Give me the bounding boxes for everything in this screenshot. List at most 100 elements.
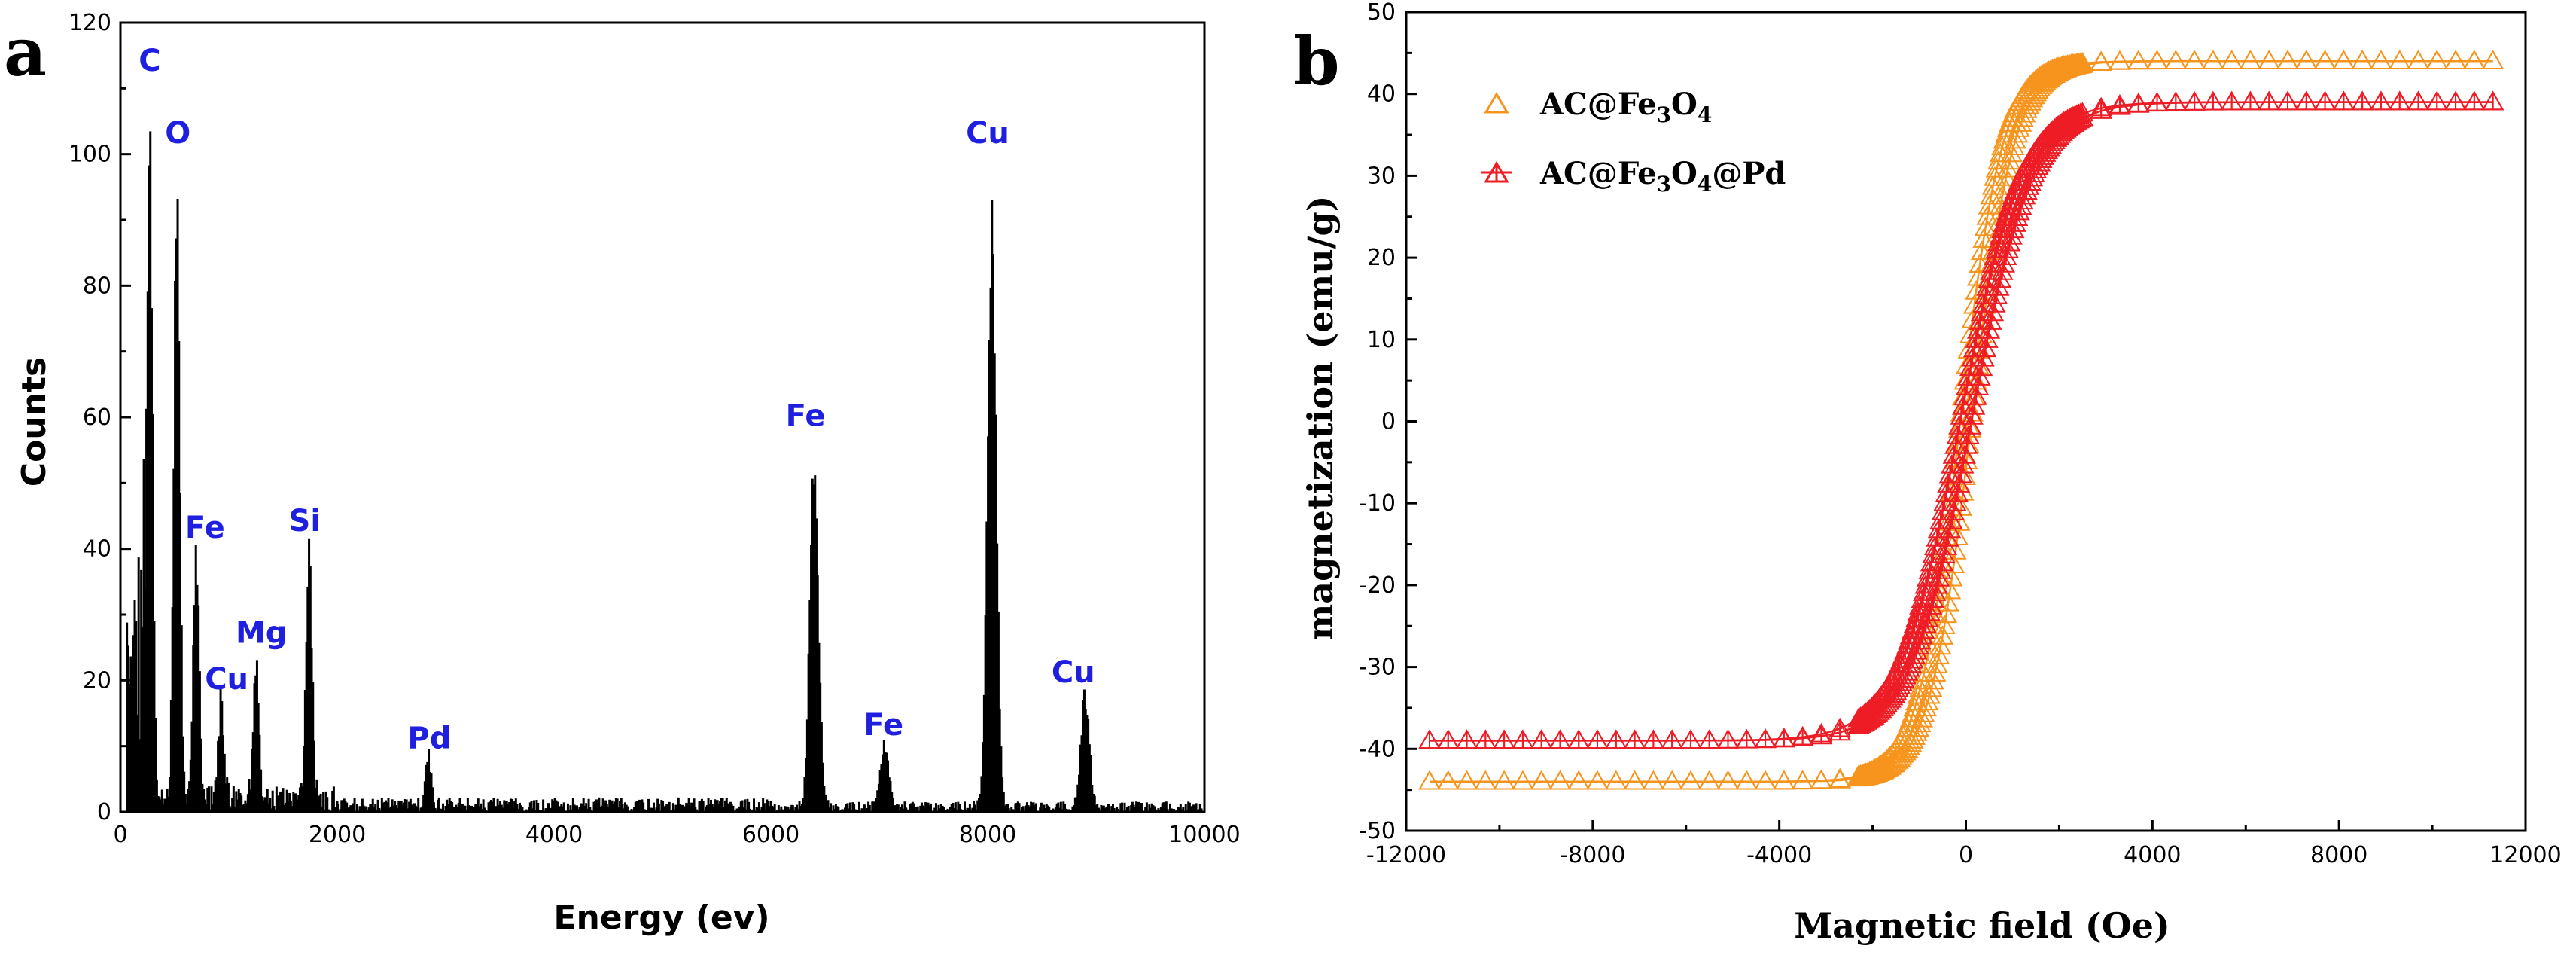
eds-peak-label: Cu — [205, 662, 248, 697]
vsm-x-tick-label: 4000 — [2124, 842, 2181, 868]
legend-2-base: AC@Fe — [1539, 156, 1657, 191]
vsm-data-point — [1948, 511, 1971, 531]
vsm-data-point — [2332, 50, 2355, 69]
vsm-data-point — [2127, 50, 2150, 70]
vsm-data-point — [1933, 615, 1956, 634]
vsm-data-point — [1716, 770, 1740, 790]
vsm-data-point — [1642, 770, 1665, 790]
vsm-data-point — [1623, 770, 1646, 790]
vsm-data-point — [1679, 770, 1702, 790]
eds-spectrum — [126, 131, 1203, 812]
vsm-data-point — [1679, 770, 1702, 790]
vsm-data-point — [1754, 770, 1777, 790]
vsm-data-point — [1980, 185, 2002, 205]
vsm-data-point — [1567, 770, 1590, 790]
vsm-data-point — [2295, 50, 2318, 69]
eds-peak-label: Pd — [407, 721, 451, 755]
vsm-data-point — [1972, 309, 1995, 328]
vsm-data-point — [2258, 50, 2280, 69]
legend: AC@Fe3O4 AC@Fe3O4@Pd — [1481, 87, 1786, 197]
vsm-data-point — [1828, 768, 1851, 789]
vsm-data-point — [1455, 770, 1478, 790]
vsm-data-point — [1918, 635, 1941, 655]
vsm-data-point — [2090, 50, 2112, 71]
vsm-data-point — [1914, 697, 1937, 717]
vsm-data-point — [1962, 294, 1986, 314]
eds-y-tick-label: 40 — [83, 536, 111, 563]
vsm-data-point — [1493, 770, 1515, 790]
vsm-data-point — [1474, 770, 1497, 790]
vsm-data-point — [1883, 752, 1905, 773]
vsm-data-point — [1605, 770, 1628, 790]
vsm-data-point — [1987, 150, 2010, 170]
vsm-data-point — [1642, 770, 1665, 790]
vsm-data-point — [1999, 150, 2021, 170]
vsm-data-point — [1916, 691, 1939, 711]
legend-2-mid: O — [1671, 156, 1698, 191]
eds-plot-frame — [119, 21, 1206, 813]
vsm-data-point — [2276, 50, 2299, 69]
vsm-data-point — [1698, 770, 1721, 790]
vsm-data-point — [1418, 770, 1441, 790]
vsm-data-point — [1978, 194, 2001, 215]
vsm-data-point — [2071, 53, 2094, 73]
eds-chart: 0 2000 4000 6000 8000 10000 0 20 40 60 80 100 120 C O F… — [69, 10, 1241, 848]
vsm-data-point — [2258, 90, 2280, 111]
eds-x-tick-label: 4000 — [525, 822, 583, 848]
vsm-data-point — [1931, 625, 1954, 645]
eds-peak-label: Mg — [236, 616, 287, 651]
vsm-x-tick-label: -4000 — [1746, 842, 1812, 868]
vsm-y-tick-label: 50 — [1367, 0, 1396, 26]
vsm-data-point — [2351, 50, 2374, 69]
vsm-x-tick-label: -12000 — [1366, 842, 1446, 868]
vsm-data-point — [1512, 770, 1534, 790]
vsm-data-point — [1530, 770, 1553, 790]
vsm-data-point — [1961, 309, 1984, 328]
vsm-data-point — [1548, 770, 1572, 790]
vsm-x-tick-label: -8000 — [1560, 842, 1625, 868]
eds-x-axis-label: Energy (ev) — [553, 899, 769, 937]
legend-entry-series-2: AC@Fe3O4@Pd — [1539, 156, 1786, 197]
vsm-data-point — [1974, 216, 1997, 236]
vsm-data-point — [1437, 770, 1460, 790]
vsm-x-tick-label: 8000 — [2310, 842, 2367, 868]
vsm-data-point — [1754, 770, 1777, 790]
vsm-data-point — [2388, 50, 2411, 69]
vsm-data-point — [2164, 50, 2188, 70]
vsm-data-point — [2258, 50, 2280, 69]
eds-x-tick-label: 8000 — [959, 822, 1016, 848]
eds-x-tick-label: 0 — [113, 822, 127, 848]
vsm-data-point — [1586, 770, 1609, 790]
vsm-data-point — [2388, 50, 2411, 69]
legend-1-base: AC@Fe — [1539, 87, 1657, 122]
vsm-data-point — [1791, 770, 1814, 790]
vsm-data-point — [2444, 50, 2467, 69]
eds-x-tick-label: 6000 — [742, 822, 799, 848]
vsm-data-point — [2164, 50, 2188, 70]
vsm-y-tick-label: 30 — [1367, 163, 1396, 189]
vsm-y-tick-label: -50 — [1359, 818, 1396, 844]
vsm-data-point — [2407, 50, 2430, 69]
vsm-data-point — [2332, 50, 2355, 69]
eds-y-tick-label: 80 — [83, 273, 111, 299]
vsm-x-tick-label: 12000 — [2489, 842, 2561, 868]
vsm-data-point — [2239, 50, 2262, 69]
vsm-data-point — [2109, 50, 2131, 70]
vsm-data-point — [2295, 50, 2318, 69]
legend-2-sub2: 4 — [1698, 172, 1712, 197]
vsm-data-point — [2370, 50, 2392, 69]
vsm-data-point — [1605, 770, 1628, 790]
vsm-data-point — [1937, 591, 1959, 612]
legend-1-sub1: 3 — [1657, 102, 1671, 127]
vsm-data-point — [1698, 770, 1721, 790]
vsm-data-point — [2313, 50, 2337, 69]
vsm-data-point — [2183, 50, 2206, 69]
vsm-data-point — [1773, 770, 1795, 790]
vsm-data-point — [2407, 50, 2430, 69]
vsm-data-point — [1623, 770, 1646, 790]
vsm-data-point — [2127, 50, 2150, 70]
vsm-y-tick-label: 20 — [1367, 245, 1396, 271]
vsm-data-point — [1810, 770, 1833, 789]
vsm-y-tick-label: -20 — [1359, 572, 1396, 599]
